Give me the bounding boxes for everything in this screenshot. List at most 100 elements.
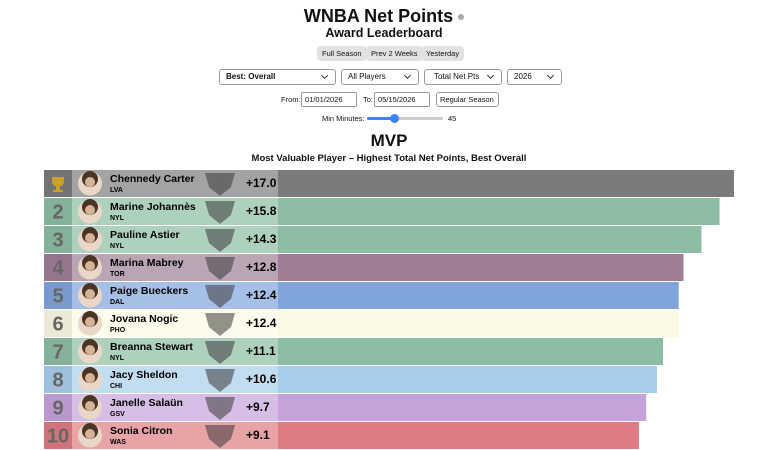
rank: 4: [52, 257, 64, 279]
stat-select[interactable]: Best: Overall: [219, 69, 336, 85]
rank-cell: [44, 394, 72, 421]
rank-cell: [44, 422, 72, 449]
label-panel: [72, 198, 278, 225]
label-panel: [72, 394, 278, 421]
team-logo: [205, 313, 235, 336]
label-panel: [72, 310, 278, 337]
rank: 10: [47, 425, 69, 447]
bar: [44, 170, 734, 197]
value-label: +12.4: [246, 288, 277, 302]
label-panel: [72, 282, 278, 309]
range-button[interactable]: Yesterday: [421, 46, 465, 61]
label-panel: [72, 226, 278, 253]
player-name: Marina Mabrey: [110, 257, 184, 269]
page-title: WNBA Net Points: [303, 6, 454, 26]
value-label: +14.3: [246, 232, 277, 246]
award-title: MVP: [370, 131, 408, 150]
avatar-face: [85, 401, 95, 411]
rank-cell: [44, 366, 72, 393]
team-logo: [205, 229, 235, 252]
bar: [44, 422, 639, 449]
player-team: NYL: [110, 355, 125, 362]
player-name: Paige Bueckers: [110, 285, 188, 297]
rank-cell: [44, 310, 72, 337]
range-button[interactable]: Prev 2 Weeks: [366, 46, 423, 61]
avatar-face: [85, 345, 95, 355]
avatar-face: [85, 233, 95, 243]
title-row: WNBA Net Points: [0, 6, 768, 27]
rank-cell: [44, 226, 72, 253]
team-logo: [205, 201, 235, 224]
team-logo: [205, 397, 235, 420]
award-subtitle: Most Valuable Player – Highest Total Net…: [251, 153, 527, 164]
rank-cell: [44, 282, 72, 309]
rank: 2: [52, 201, 63, 223]
value-label: +12.8: [246, 260, 277, 274]
bar: [44, 282, 679, 309]
player-team: CHI: [110, 383, 122, 390]
player-name: Janelle Salaün: [110, 397, 183, 409]
rank-cell: [44, 198, 72, 225]
label-panel: [72, 338, 278, 365]
bar: [44, 310, 679, 337]
to-label: To:: [363, 95, 374, 104]
player-name: Jacy Sheldon: [110, 369, 178, 381]
rank: 3: [52, 229, 63, 251]
bar: [44, 394, 647, 421]
team-logo: [205, 341, 235, 364]
slider-track[interactable]: [367, 114, 443, 123]
player-name: Jovana Nogic: [110, 313, 178, 325]
label-panel: [72, 170, 278, 197]
label-panel: [72, 254, 278, 281]
rank: 8: [52, 369, 63, 391]
from-input[interactable]: 01/01/2026: [301, 92, 357, 107]
player-team: DAL: [110, 299, 125, 306]
range-button[interactable]: Full Season: [317, 46, 367, 61]
team-logo: [205, 425, 235, 448]
metric-select[interactable]: Total Net Pts: [424, 69, 502, 85]
avatar-face: [85, 205, 95, 215]
avatar-face: [85, 177, 95, 187]
avatar-face: [85, 317, 95, 327]
avatar-face: [85, 373, 95, 383]
value-label: +12.4: [246, 316, 277, 330]
min-minutes-value: 45: [448, 114, 457, 123]
rank-cell: [44, 254, 72, 281]
bar: [44, 198, 720, 225]
value-label: +9.1: [246, 428, 270, 442]
bar: [44, 226, 702, 253]
label-panel: [72, 366, 278, 393]
player-team: NYL: [110, 243, 125, 250]
season-select[interactable]: 2026: [507, 69, 562, 85]
player-team: NYL: [110, 215, 125, 222]
rank: 9: [52, 397, 63, 419]
player-name: Sonia Citron: [110, 425, 172, 437]
avatar-face: [85, 289, 95, 299]
player-name: Chennedy Carter: [110, 173, 195, 185]
rank: 5: [52, 285, 63, 307]
player-name: Marine Johannès: [110, 201, 196, 213]
page-subtitle: Award Leaderboard: [325, 26, 443, 40]
player-team: WAS: [110, 439, 126, 446]
player-name: Pauline Astier: [110, 229, 180, 241]
value-label: +9.7: [246, 400, 270, 414]
player-name: Breanna Stewart: [110, 341, 193, 353]
min-minutes-label: Min Minutes:: [322, 114, 365, 123]
player-team: TOR: [110, 271, 125, 278]
season-type-select[interactable]: Regular Season: [436, 92, 499, 107]
player-team: LVA: [110, 187, 123, 194]
bar: [44, 254, 684, 281]
from-label: From:: [281, 95, 301, 104]
value-label: +17.0: [246, 176, 277, 190]
avatar-face: [85, 429, 95, 439]
team-logo: [205, 173, 235, 196]
value-label: +15.8: [246, 204, 277, 218]
value-label: +10.6: [246, 372, 277, 386]
players-select[interactable]: All Players: [341, 69, 419, 85]
to-input[interactable]: 05/15/2026: [374, 92, 430, 107]
team-logo: [205, 369, 235, 392]
info-icon[interactable]: [458, 14, 465, 21]
label-panel: [72, 422, 278, 449]
player-team: PHO: [110, 327, 126, 334]
